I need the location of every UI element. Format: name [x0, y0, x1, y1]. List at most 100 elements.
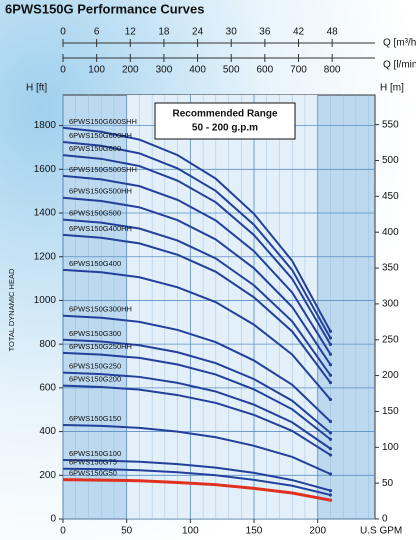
pump-curve — [62, 371, 331, 450]
pump-curve — [62, 424, 331, 475]
curve-label: 6PWS150G250 — [69, 362, 121, 371]
y-tick-label: 200 — [39, 470, 56, 481]
pump-curve — [62, 351, 332, 441]
top-tick-label: 30 — [226, 27, 238, 38]
y2-tick-label: 100 — [382, 442, 399, 453]
pump-curve — [62, 140, 332, 339]
pump-curve — [62, 458, 331, 492]
y2-tick-label: 300 — [382, 299, 399, 310]
curve-label: 6PWS150G75 — [69, 458, 117, 467]
y2-tick-label: 500 — [382, 155, 399, 166]
curve-end — [328, 488, 333, 493]
curve-end — [328, 397, 333, 402]
curve-label: 6PWS150G200 — [69, 375, 121, 384]
y2-tick-label: 550 — [382, 119, 399, 130]
x-axis-label: U.S GPM — [360, 526, 402, 537]
x-tick-label: 200 — [309, 526, 326, 537]
curve-end — [328, 447, 333, 451]
curve-label: 6PWS150G400 — [69, 259, 121, 268]
curve-end — [328, 381, 333, 385]
top-tick-label: 42 — [293, 27, 305, 38]
x-tick-label: 150 — [246, 526, 263, 537]
curve-end — [328, 431, 333, 435]
curve-label: 6PWS150G400HH — [69, 224, 132, 233]
y-axis-label: H [ft] — [26, 83, 47, 94]
curve-label: 6PWS150G300HH — [69, 305, 132, 314]
top-tick-label: 48 — [327, 27, 339, 38]
y2-tick-label: 0 — [382, 514, 388, 525]
top-tick-label: 100 — [88, 65, 105, 76]
pump-curve — [62, 478, 331, 502]
x-tick-label: 100 — [182, 526, 199, 537]
pump-curve — [62, 268, 332, 401]
y2-tick-label: 200 — [382, 370, 399, 381]
curve-label: 6PWS150G500SHH — [69, 165, 137, 174]
x-tick-label: 0 — [60, 526, 66, 537]
curve-end — [328, 498, 333, 502]
y-tick-label: 400 — [39, 426, 56, 437]
pump-curve — [62, 218, 332, 376]
y2-tick-label: 350 — [382, 263, 399, 274]
curve-end — [328, 329, 333, 333]
curve-label: 6PWS150G100 — [69, 449, 121, 458]
curve-label: 6PWS150G250HH — [69, 342, 132, 351]
top-tick-label: 0 — [60, 27, 66, 38]
curve-label: 6PWS150G500HH — [69, 187, 132, 196]
pump-curve — [62, 384, 331, 456]
pump-curve — [62, 126, 332, 332]
pump-curve — [62, 174, 332, 355]
range-box — [154, 102, 296, 140]
top-axis-label: Q [m³/h] — [383, 38, 416, 49]
top-tick-label: 600 — [257, 65, 274, 76]
pump-curve — [62, 196, 332, 366]
y-tick-label: 1000 — [34, 295, 57, 306]
curve-end — [328, 453, 333, 457]
pump-curve — [62, 338, 332, 434]
top-tick-label: 300 — [156, 65, 173, 76]
curve-label: 6PWS150G500 — [69, 209, 121, 218]
y2-tick-label: 50 — [382, 478, 394, 489]
y-tick-label: 1800 — [34, 120, 57, 131]
y-tick-label: 1200 — [34, 251, 57, 262]
top-tick-label: 400 — [189, 65, 206, 76]
y-tick-label: 600 — [39, 383, 56, 394]
top-tick-label: 36 — [259, 27, 271, 38]
y-axis-title: TOTAL DYNAMIC HEAD — [7, 268, 16, 351]
pump-curve — [62, 467, 331, 496]
top-axis-label: Q [l/min] — [383, 60, 416, 71]
chart-title: 6PWS150G Performance Curves — [5, 1, 204, 16]
y-tick-label: 800 — [39, 339, 56, 350]
curve-end — [328, 336, 333, 340]
top-tick-label: 800 — [324, 65, 341, 76]
top-tick-label: 500 — [223, 65, 240, 76]
top-tick-label: 0 — [60, 65, 66, 76]
curve-label: 6PWS150G600 — [69, 144, 121, 153]
top-tick-label: 200 — [122, 65, 139, 76]
y2-tick-label: 250 — [382, 334, 399, 345]
curve-end — [328, 342, 333, 346]
curve-end — [328, 363, 333, 367]
y2-tick-label: 400 — [382, 227, 399, 238]
y2-axis-label: H [m] — [380, 83, 404, 94]
pump-curve — [62, 233, 332, 384]
curve-label: 6PWS150G600SHH — [69, 117, 137, 126]
curve-end — [328, 373, 333, 377]
range-title: Recommended Range — [172, 109, 277, 120]
y-tick-label: 0 — [50, 514, 56, 525]
curve-end — [328, 472, 333, 476]
top-tick-label: 700 — [290, 65, 307, 76]
y2-tick-label: 450 — [382, 191, 399, 202]
top-tick-label: 18 — [158, 27, 170, 38]
curve-label: 6PWS150G150 — [69, 414, 121, 423]
top-tick-label: 24 — [192, 27, 204, 38]
curve-end — [328, 493, 333, 497]
y2-tick-label: 150 — [382, 406, 399, 417]
y-tick-label: 1600 — [34, 164, 57, 175]
curve-label: 6PWS150G50 — [69, 469, 117, 478]
curve-label: 6PWS150G300 — [69, 329, 121, 338]
pump-curve — [62, 154, 332, 345]
y-tick-label: 1400 — [34, 208, 57, 219]
curve-end — [328, 352, 333, 356]
